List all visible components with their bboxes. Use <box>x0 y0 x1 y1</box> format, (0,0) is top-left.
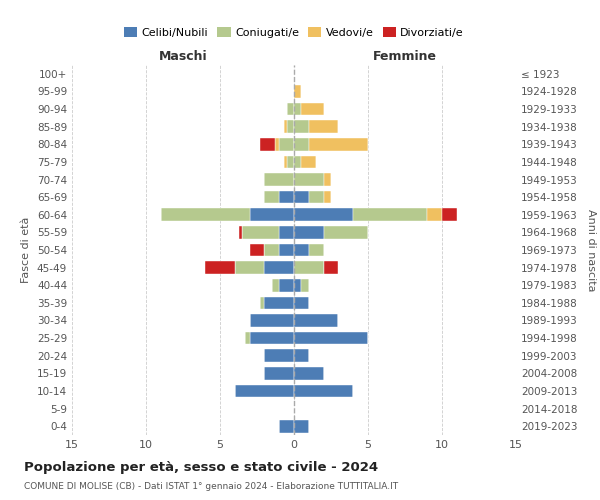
Bar <box>287 120 294 133</box>
Bar <box>265 191 279 203</box>
Bar <box>294 102 301 116</box>
Bar <box>294 173 323 186</box>
Bar <box>250 314 294 327</box>
Bar <box>294 296 309 309</box>
Bar <box>294 332 368 344</box>
Bar <box>294 138 309 150</box>
Bar <box>279 279 294 291</box>
Bar <box>265 262 294 274</box>
Bar <box>294 367 323 380</box>
Bar <box>260 296 265 309</box>
Bar <box>301 279 309 291</box>
Bar <box>309 244 323 256</box>
Legend: Celibi/Nubili, Coniugati/e, Vedovi/e, Divorziati/e: Celibi/Nubili, Coniugati/e, Vedovi/e, Di… <box>119 22 469 42</box>
Bar <box>265 367 294 380</box>
Bar <box>301 102 323 116</box>
Bar <box>287 156 294 168</box>
Bar <box>250 332 294 344</box>
Bar <box>239 226 242 238</box>
Text: Maschi: Maschi <box>158 50 208 63</box>
Bar <box>242 226 279 238</box>
Bar <box>294 350 309 362</box>
Bar <box>353 208 427 221</box>
Bar <box>323 226 368 238</box>
Bar <box>279 138 294 150</box>
Bar <box>265 244 279 256</box>
Bar <box>250 244 265 256</box>
Bar <box>309 138 368 150</box>
Bar <box>309 191 323 203</box>
Bar <box>323 173 331 186</box>
Bar <box>275 138 279 150</box>
Bar <box>279 420 294 432</box>
Bar <box>265 173 294 186</box>
Bar <box>294 85 301 98</box>
Bar <box>265 296 294 309</box>
Bar <box>284 120 287 133</box>
Bar <box>250 208 294 221</box>
Bar <box>294 120 309 133</box>
Bar <box>294 244 309 256</box>
Bar <box>260 138 275 150</box>
Bar <box>245 332 250 344</box>
Text: Popolazione per età, sesso e stato civile - 2024: Popolazione per età, sesso e stato civil… <box>24 462 378 474</box>
Y-axis label: Anni di nascita: Anni di nascita <box>586 209 596 291</box>
Bar <box>284 156 287 168</box>
Bar <box>294 191 309 203</box>
Bar <box>279 226 294 238</box>
Bar <box>309 120 338 133</box>
Bar <box>442 208 457 221</box>
Bar <box>279 191 294 203</box>
Bar <box>279 244 294 256</box>
Bar <box>161 208 250 221</box>
Bar <box>294 262 323 274</box>
Bar <box>294 420 309 432</box>
Text: COMUNE DI MOLISE (CB) - Dati ISTAT 1° gennaio 2024 - Elaborazione TUTTITALIA.IT: COMUNE DI MOLISE (CB) - Dati ISTAT 1° ge… <box>24 482 398 491</box>
Bar <box>294 226 323 238</box>
Bar <box>427 208 442 221</box>
Text: Femmine: Femmine <box>373 50 437 63</box>
Bar <box>294 156 301 168</box>
Bar <box>235 262 265 274</box>
Bar <box>235 384 294 398</box>
Bar <box>265 350 294 362</box>
Bar <box>294 314 338 327</box>
Bar <box>287 102 294 116</box>
Bar <box>323 262 338 274</box>
Bar <box>205 262 235 274</box>
Bar <box>294 208 353 221</box>
Bar <box>272 279 279 291</box>
Y-axis label: Fasce di età: Fasce di età <box>22 217 31 283</box>
Bar <box>301 156 316 168</box>
Bar <box>294 279 301 291</box>
Bar <box>294 384 353 398</box>
Bar <box>323 191 331 203</box>
